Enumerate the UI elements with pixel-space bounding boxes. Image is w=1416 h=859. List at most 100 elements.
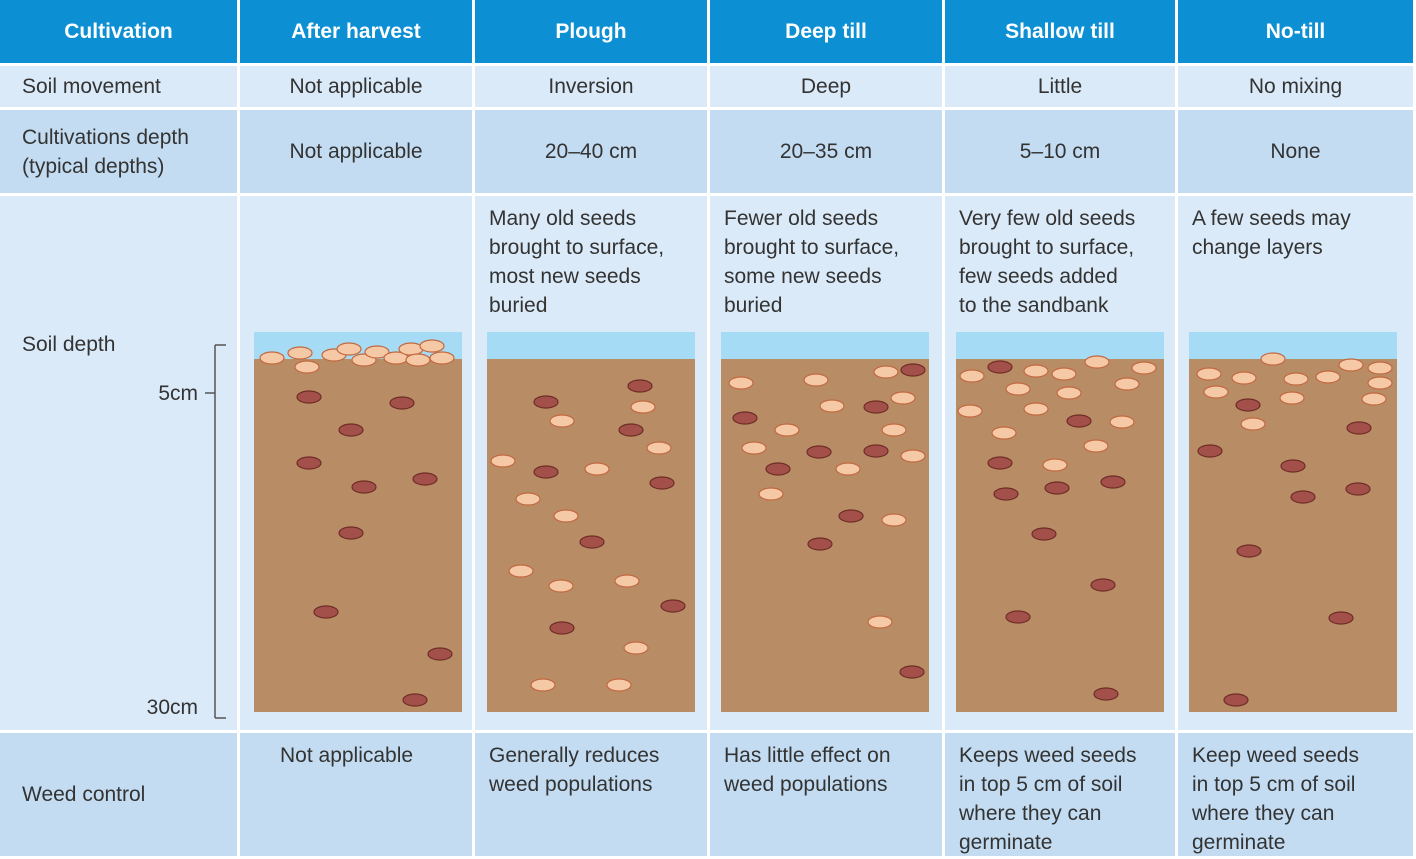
soil xyxy=(956,359,1164,712)
dark-seed xyxy=(1291,491,1315,503)
water xyxy=(1189,332,1397,359)
dark-seed xyxy=(900,666,924,678)
dark-seed xyxy=(1224,694,1248,706)
dark-seed xyxy=(1329,612,1353,624)
light-seed xyxy=(882,514,906,526)
light-seed xyxy=(624,642,648,654)
dark-seed xyxy=(733,412,757,424)
light-seed xyxy=(491,455,515,467)
light-seed xyxy=(1006,383,1030,395)
light-seed xyxy=(1085,356,1109,368)
dark-seed xyxy=(1236,399,1260,411)
light-seed xyxy=(729,377,753,389)
light-seed xyxy=(759,488,783,500)
light-seed xyxy=(1057,387,1081,399)
light-seed xyxy=(607,679,631,691)
light-seed xyxy=(1280,392,1304,404)
light-seed xyxy=(585,463,609,475)
light-seed xyxy=(1241,418,1265,430)
light-seed xyxy=(295,361,319,373)
dark-seed xyxy=(534,466,558,478)
dark-seed xyxy=(339,527,363,539)
dark-seed xyxy=(650,477,674,489)
dark-seed xyxy=(988,457,1012,469)
dark-seed xyxy=(994,488,1018,500)
dark-seed xyxy=(352,481,376,493)
light-seed xyxy=(775,424,799,436)
light-seed xyxy=(1043,459,1067,471)
light-seed xyxy=(1024,365,1048,377)
light-seed xyxy=(992,427,1016,439)
light-seed xyxy=(549,580,573,592)
light-seed xyxy=(1368,377,1392,389)
light-seed xyxy=(399,343,423,355)
light-seed xyxy=(406,354,430,366)
dark-seed xyxy=(297,457,321,469)
light-seed xyxy=(836,463,860,475)
dark-seed xyxy=(297,391,321,403)
light-seed xyxy=(1197,368,1221,380)
light-seed xyxy=(1284,373,1308,385)
light-seed xyxy=(260,352,284,364)
dark-seed xyxy=(339,424,363,436)
light-seed xyxy=(868,616,892,628)
dark-seed xyxy=(428,648,452,660)
water xyxy=(721,332,929,359)
dark-seed xyxy=(1006,611,1030,623)
light-seed xyxy=(337,343,361,355)
light-seed xyxy=(820,400,844,412)
light-seed xyxy=(1362,393,1386,405)
water xyxy=(487,332,695,359)
light-seed xyxy=(742,442,766,454)
light-seed xyxy=(1368,362,1392,374)
scale-label: 30cm xyxy=(147,696,198,719)
dark-seed xyxy=(864,445,888,457)
dark-seed xyxy=(1045,482,1069,494)
dark-seed xyxy=(1032,528,1056,540)
light-seed xyxy=(901,450,925,462)
light-seed xyxy=(804,374,828,386)
light-seed xyxy=(1052,368,1076,380)
dark-seed xyxy=(1347,422,1371,434)
light-seed xyxy=(288,347,312,359)
dark-seed xyxy=(1091,579,1115,591)
light-seed xyxy=(631,401,655,413)
dark-seed xyxy=(413,473,437,485)
light-seed xyxy=(554,510,578,522)
dark-seed xyxy=(1198,445,1222,457)
dark-seed xyxy=(619,424,643,436)
dark-seed xyxy=(808,538,832,550)
dark-seed xyxy=(628,380,652,392)
light-seed xyxy=(647,442,671,454)
dark-seed xyxy=(807,446,831,458)
light-seed xyxy=(430,352,454,364)
light-seed xyxy=(874,366,898,378)
dark-seed xyxy=(1346,483,1370,495)
light-seed xyxy=(891,392,915,404)
light-seed xyxy=(531,679,555,691)
dark-seed xyxy=(314,606,338,618)
dark-seed xyxy=(864,401,888,413)
light-seed xyxy=(1316,371,1340,383)
light-seed xyxy=(516,493,540,505)
dark-seed xyxy=(1281,460,1305,472)
dark-seed xyxy=(988,361,1012,373)
dark-seed xyxy=(403,694,427,706)
dark-seed xyxy=(766,463,790,475)
light-seed xyxy=(550,415,574,427)
dark-seed xyxy=(661,600,685,612)
scale-label: 5cm xyxy=(158,382,198,405)
soil xyxy=(1189,359,1397,712)
soil xyxy=(721,359,929,712)
dark-seed xyxy=(390,397,414,409)
dark-seed xyxy=(1237,545,1261,557)
light-seed xyxy=(509,565,533,577)
dark-seed xyxy=(580,536,604,548)
light-seed xyxy=(1084,440,1108,452)
dark-seed xyxy=(1101,476,1125,488)
light-seed xyxy=(958,405,982,417)
light-seed xyxy=(1110,416,1134,428)
soil-diagram: 5cm 30cm xyxy=(0,0,1416,859)
light-seed xyxy=(960,370,984,382)
dark-seed xyxy=(1067,415,1091,427)
